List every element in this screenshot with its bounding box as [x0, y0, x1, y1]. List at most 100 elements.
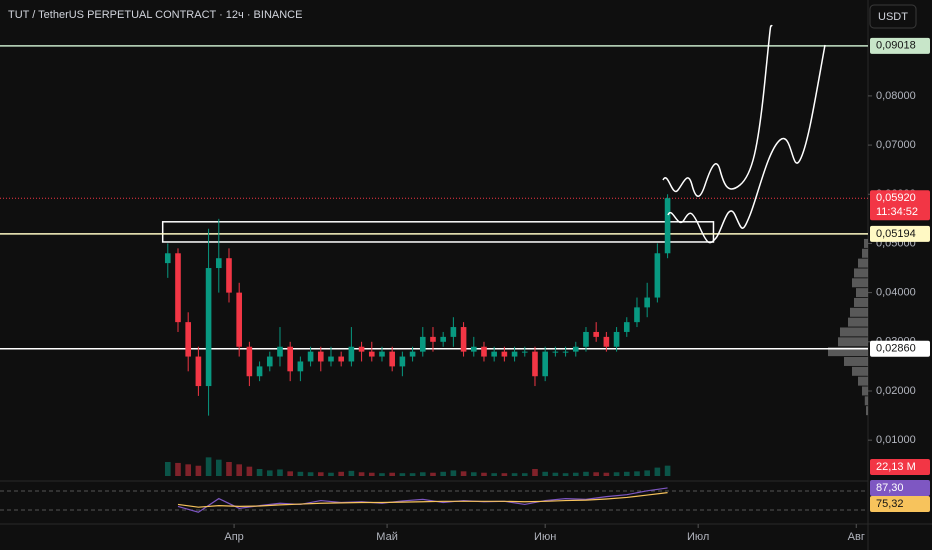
volume-bar: [348, 470, 355, 476]
price-tag-label: 0,09018: [876, 40, 916, 52]
volume-bar: [593, 472, 599, 476]
candle-body: [338, 356, 344, 362]
candle-body: [164, 253, 171, 264]
candle-body: [664, 198, 671, 254]
volume-profile-bar: [854, 268, 868, 278]
volume-bar: [450, 470, 457, 476]
currency-label[interactable]: USDT: [878, 11, 908, 23]
volume-profile-bar: [854, 297, 868, 307]
volume-bar: [297, 471, 304, 476]
candle-body: [317, 351, 324, 362]
candle-body: [481, 346, 487, 357]
candle-body: [266, 356, 273, 367]
candle-body: [613, 331, 620, 347]
volume-bar: [583, 471, 589, 476]
volume-bar: [368, 472, 375, 476]
price-tag-label: 75,32: [876, 498, 904, 510]
volume-bar: [470, 472, 477, 476]
candle-body: [215, 258, 222, 269]
volume-bar: [634, 471, 640, 476]
volume-bar: [256, 469, 263, 476]
candle-body: [430, 336, 436, 342]
projection-drawing: [662, 24, 773, 197]
candle-body: [205, 268, 212, 387]
volume-bar: [338, 471, 344, 476]
candle-body: [256, 366, 263, 377]
zone: [161, 221, 715, 243]
volume-profile-bar: [862, 386, 868, 396]
volume-bar: [572, 472, 579, 476]
volume-bar: [511, 473, 518, 476]
volume-profile-bar: [840, 327, 868, 337]
volume-bar: [226, 462, 232, 476]
volume-bar: [287, 471, 293, 476]
candle-body: [603, 336, 610, 347]
volume-profile-bar: [848, 317, 868, 327]
price-tag: [870, 190, 930, 221]
candle-body: [542, 351, 548, 377]
volume-bar: [521, 473, 528, 476]
price-tag-label: 0,02860: [876, 343, 916, 355]
volume-bar: [603, 472, 610, 476]
candle-body: [307, 351, 314, 362]
x-tick-label: Май: [376, 531, 398, 543]
volume-bar: [399, 473, 406, 476]
volume-profile-bar: [866, 406, 868, 416]
volume-bar: [307, 472, 314, 476]
candle-body: [501, 351, 508, 357]
volume-bar: [246, 466, 253, 476]
volume-bar: [419, 472, 426, 476]
volume-bar: [644, 470, 650, 476]
volume-bar: [613, 472, 620, 476]
candle-body: [644, 297, 650, 308]
volume-profile-bar: [850, 307, 868, 317]
last-price-label: 0,05920: [876, 192, 916, 204]
volume-bar: [175, 462, 181, 476]
price-axis: 0,010000,020000,030000,040000,050000,060…: [224, 37, 930, 543]
candle-body: [226, 258, 232, 293]
candle-body: [389, 351, 395, 367]
volume-bar: [481, 472, 487, 476]
volume-bar: [623, 471, 630, 476]
x-tick-label: Июл: [687, 531, 709, 543]
candle-body: [368, 351, 375, 357]
volume-profile-bar: [858, 258, 868, 268]
candle-body: [583, 331, 589, 347]
candle-body: [358, 346, 365, 352]
plot: [0, 45, 868, 513]
currency-button[interactable]: [869, 4, 917, 29]
volume-bar: [532, 469, 538, 476]
candle-body: [185, 322, 191, 357]
volume-profile-bar: [828, 347, 868, 357]
candle-body: [328, 356, 334, 362]
volume-bar: [358, 472, 365, 476]
x-tick-label: Июн: [534, 531, 556, 543]
volume-profile-bar: [852, 278, 868, 288]
y-tick-label: 0,01000: [876, 434, 916, 446]
volume-bar: [440, 471, 446, 476]
candle-body: [521, 351, 528, 353]
volume-bar: [236, 464, 242, 476]
candle-body: [562, 351, 569, 353]
volume-profile-bar: [844, 356, 868, 366]
volume-bar: [501, 473, 508, 476]
volume-bar: [460, 471, 467, 476]
volume-profile-bar: [864, 396, 868, 406]
x-tick-label: Апр: [224, 531, 243, 543]
candle-body: [450, 327, 457, 337]
volume-profile-bar: [852, 366, 868, 376]
volume-bar: [491, 473, 497, 476]
x-tick-label: Авг: [848, 531, 865, 543]
volume-bar: [317, 472, 324, 476]
volume-bar: [389, 472, 395, 476]
candle-body: [287, 346, 293, 372]
price-tag: [870, 479, 930, 496]
y-tick-label: 0,08000: [876, 90, 916, 102]
candle-body: [623, 322, 630, 332]
price-tag: [870, 495, 930, 512]
volume-bar: [664, 465, 671, 476]
candle-body: [277, 346, 283, 357]
price-tag: [870, 340, 930, 357]
